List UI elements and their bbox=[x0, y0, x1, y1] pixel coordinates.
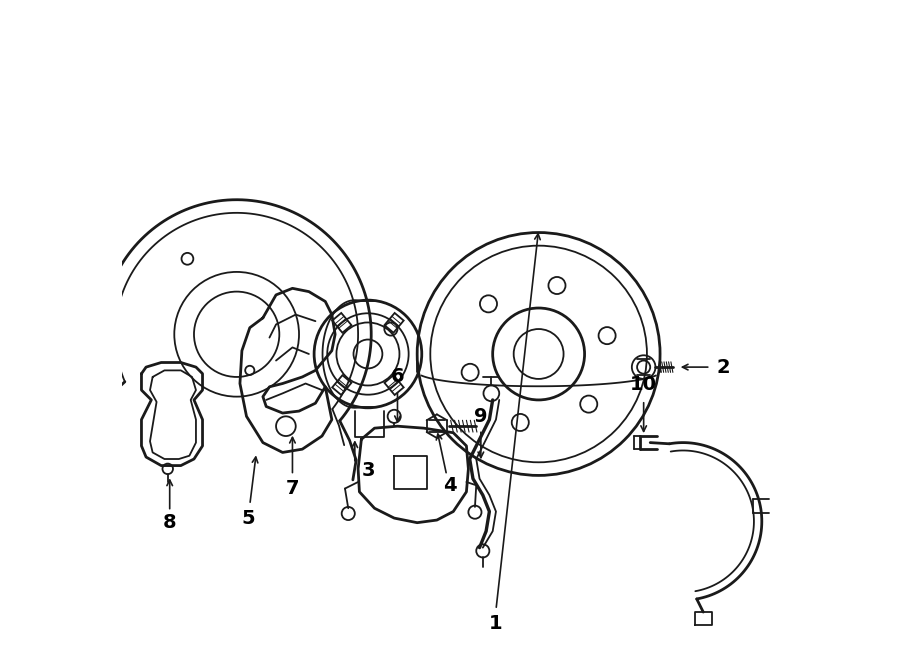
Text: 6: 6 bbox=[391, 367, 404, 387]
Text: 7: 7 bbox=[285, 479, 299, 498]
Text: 1: 1 bbox=[489, 614, 503, 633]
Text: 8: 8 bbox=[163, 513, 176, 532]
Text: 3: 3 bbox=[361, 461, 374, 480]
Text: 9: 9 bbox=[474, 407, 488, 426]
Text: 10: 10 bbox=[630, 375, 657, 395]
Text: 5: 5 bbox=[242, 508, 256, 528]
Text: 4: 4 bbox=[443, 476, 457, 495]
Text: 2: 2 bbox=[717, 357, 731, 377]
